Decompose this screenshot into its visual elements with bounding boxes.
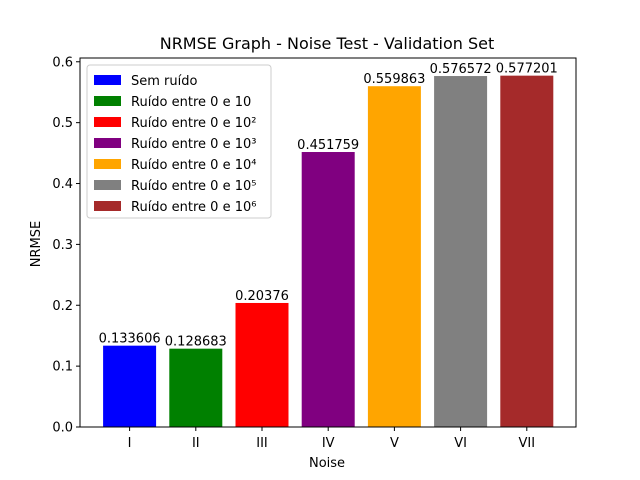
y-tick-label: 0.3: [52, 238, 73, 253]
legend-entry: Ruído entre 0 e 10: [131, 95, 251, 110]
legend-swatch: [94, 75, 121, 85]
y-tick-label: 0.6: [52, 55, 73, 70]
legend-swatch: [94, 96, 121, 106]
legend-entry: Ruído entre 0 e 10³: [131, 137, 256, 152]
plot-area: 0.133606 0.128683 0.20376 0.451759 0.559863 0…: [52, 55, 577, 451]
legend-entry: Ruído entre 0 e 10⁴: [131, 158, 256, 173]
y-tick-label: 0.0: [52, 421, 73, 436]
bar-IV: [301, 152, 355, 427]
y-tick-label: 0.2: [52, 299, 73, 314]
bar-VI: [434, 76, 488, 427]
data-label-V: 0.559863: [363, 72, 425, 87]
x-tick-label-VII: VII: [519, 436, 536, 451]
legend-swatch: [94, 201, 121, 211]
legend: Sem ruído Ruído entre 0 e 10 Ruído entre 0…: [86, 64, 272, 219]
legend-entry: Sem ruído: [131, 74, 197, 89]
x-tick-label-II: II: [192, 436, 200, 451]
y-axis-label: NRMSE: [29, 221, 44, 267]
bar-III: [235, 302, 289, 427]
x-tick-label-III: III: [256, 436, 268, 451]
chart-title: NRMSE Graph - Noise Test - Validation Se…: [160, 34, 495, 53]
bar-II: [169, 348, 223, 427]
legend-swatch: [94, 180, 121, 190]
x-tick-label-VI: VI: [454, 436, 467, 451]
y-tick-label: 0.4: [52, 177, 73, 192]
legend-entry: Ruído entre 0 e 10⁵: [131, 179, 256, 194]
bar-V: [367, 86, 421, 428]
x-tick-label-V: V: [390, 436, 399, 451]
x-tick-label-IV: IV: [322, 436, 335, 451]
data-label-I: 0.133606: [99, 332, 161, 347]
y-tick-label: 0.1: [52, 360, 73, 375]
legend-swatch: [94, 159, 121, 169]
y-tick-label: 0.5: [52, 116, 73, 131]
data-label-III: 0.20376: [235, 289, 289, 304]
bar-VII: [500, 75, 554, 428]
legend-entry: Ruído entre 0 e 10²: [131, 116, 256, 131]
legend-entry: Ruído entre 0 e 10⁶: [131, 200, 256, 215]
data-label-IV: 0.451759: [297, 138, 359, 153]
data-label-VI: 0.576572: [430, 62, 492, 77]
bar-I: [103, 345, 157, 427]
x-axis-label: Noise: [309, 456, 345, 471]
legend-swatch: [94, 138, 121, 148]
data-label-II: 0.128683: [165, 335, 227, 350]
x-tick-label-I: I: [128, 436, 132, 451]
legend-box: [86, 64, 272, 219]
data-label-VII: 0.577201: [496, 62, 558, 77]
legend-swatch: [94, 117, 121, 127]
